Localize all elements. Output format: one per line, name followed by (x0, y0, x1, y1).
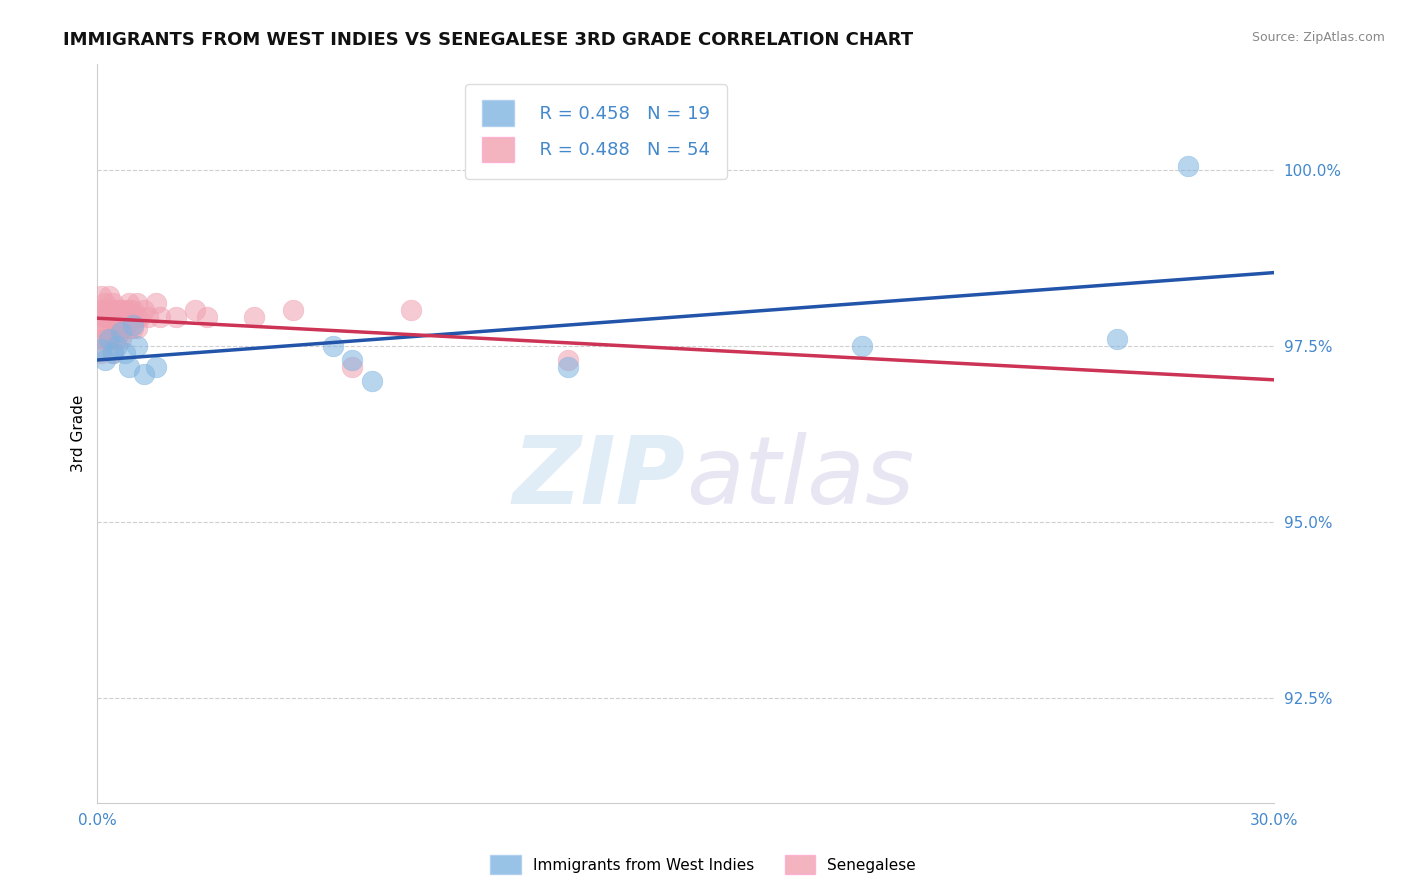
Point (283, 303, 305, 318)
Point (118, 296, 141, 310)
Text: IMMIGRANTS FROM WEST INDIES VS SENEGALESE 3RD GRADE CORRELATION CHART: IMMIGRANTS FROM WEST INDIES VS SENEGALES… (63, 31, 914, 49)
Point (101, 332, 124, 346)
Point (94, 321, 117, 335)
Point (105, 310, 128, 325)
Point (322, 338, 344, 352)
Point (98, 310, 121, 325)
Point (114, 303, 136, 318)
Point (101, 296, 124, 310)
Point (90, 342, 112, 356)
Point (165, 310, 187, 325)
Point (105, 338, 128, 352)
Point (98, 303, 121, 318)
Text: ZIP: ZIP (513, 432, 686, 524)
Point (129, 310, 152, 325)
Point (184, 303, 207, 318)
Point (125, 296, 148, 310)
Point (90, 332, 112, 346)
Point (118, 359, 141, 374)
Point (114, 345, 136, 359)
Point (90, 289, 112, 303)
Point (557, 359, 579, 374)
Point (134, 367, 156, 381)
Point (105, 321, 128, 335)
Point (90, 345, 112, 359)
Point (110, 332, 132, 346)
Text: Source: ZipAtlas.com: Source: ZipAtlas.com (1251, 31, 1385, 45)
Point (118, 310, 141, 325)
Point (1177, 159, 1199, 173)
Point (149, 310, 172, 325)
Point (557, 352, 579, 367)
Y-axis label: 3rd Grade: 3rd Grade (72, 395, 86, 473)
Point (138, 310, 160, 325)
Point (94, 352, 117, 367)
Point (98, 332, 121, 346)
Legend:   R = 0.458   N = 19,   R = 0.488   N = 54: R = 0.458 N = 19, R = 0.488 N = 54 (465, 84, 727, 178)
Point (121, 303, 143, 318)
Point (98, 289, 121, 303)
Point (101, 345, 124, 359)
Point (114, 310, 136, 325)
Point (101, 321, 124, 335)
Point (110, 310, 132, 325)
Point (90, 310, 112, 325)
Point (145, 359, 167, 374)
Point (243, 310, 266, 325)
Point (98, 321, 121, 335)
Point (118, 321, 141, 335)
Point (125, 321, 148, 335)
Point (145, 296, 167, 310)
Point (98, 332, 121, 346)
Point (342, 359, 364, 374)
Point (121, 321, 143, 335)
Point (342, 352, 364, 367)
Point (94, 332, 117, 346)
Point (90, 303, 112, 318)
Point (125, 338, 148, 352)
Point (94, 310, 117, 325)
Point (118, 303, 141, 318)
Point (851, 338, 873, 352)
Point (110, 303, 132, 318)
Legend: Immigrants from West Indies, Senegalese: Immigrants from West Indies, Senegalese (484, 849, 922, 880)
Point (94, 296, 117, 310)
Point (105, 303, 128, 318)
Point (399, 303, 422, 318)
Point (125, 310, 148, 325)
Point (101, 310, 124, 325)
Point (1107, 332, 1129, 346)
Point (90, 321, 112, 335)
Text: atlas: atlas (686, 433, 914, 524)
Point (101, 345, 124, 359)
Point (121, 318, 143, 332)
Point (101, 303, 124, 318)
Point (94, 303, 117, 318)
Point (114, 321, 136, 335)
Point (110, 325, 132, 339)
Point (361, 374, 384, 388)
Point (105, 332, 128, 346)
Point (195, 310, 218, 325)
Point (134, 303, 156, 318)
